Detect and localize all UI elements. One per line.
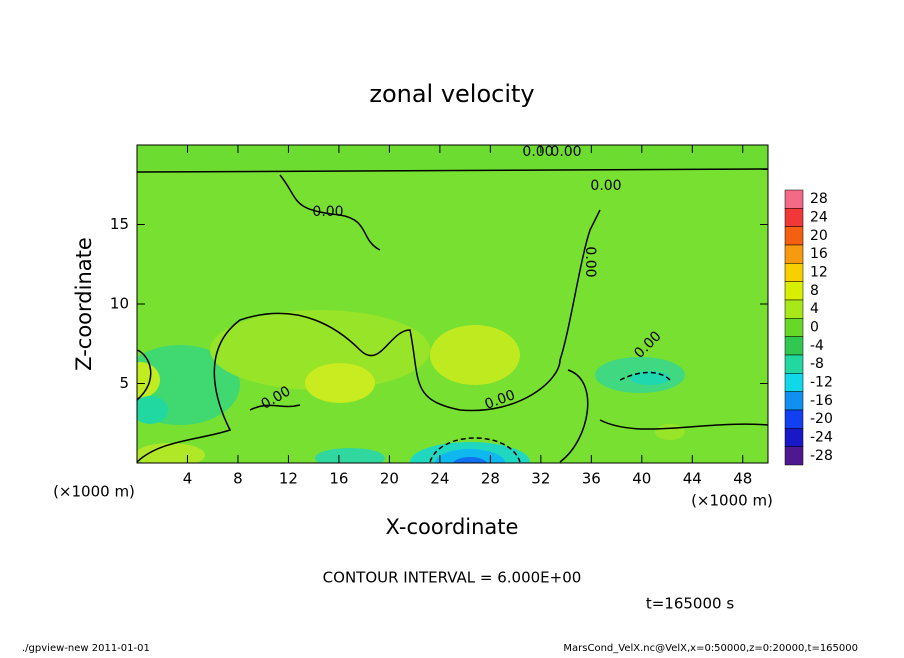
colorbar-swatch [784, 446, 804, 466]
x-unit: (×1000 m) [53, 483, 135, 501]
colorbar-label: -4 [810, 338, 824, 354]
contour-label: 0.00 [522, 144, 553, 160]
contour-label: 0.00 [550, 144, 581, 160]
y-axis-title: Z-coordinate [72, 237, 96, 371]
contour-interval: CONTOUR INTERVAL = 6.000E+00 [323, 569, 582, 587]
colorbar-label: -28 [810, 448, 833, 464]
x-tick-label: 12 [279, 470, 298, 488]
colorbar-label: 20 [810, 228, 828, 244]
colorbar-swatch [784, 226, 804, 246]
x-tick-label: 40 [632, 470, 651, 488]
x-tick-label: 4 [183, 470, 193, 488]
colorbar-swatch [784, 336, 804, 356]
colorbar-label: 16 [810, 246, 828, 262]
footer-left: ./gpview-new 2011-01-01 [22, 643, 150, 654]
x-tick-label: 20 [380, 470, 399, 488]
colorbar-label: -24 [810, 430, 833, 446]
colorbar-swatch [784, 391, 804, 411]
x-tick-label: 36 [582, 470, 601, 488]
colorbar-label: 0 [810, 320, 819, 336]
colorbar-label: 24 [810, 210, 828, 226]
x-unit: (×1000 m) [691, 492, 773, 510]
x-tick-label: 16 [329, 470, 348, 488]
colorbar-swatch [784, 409, 804, 429]
x-tick-label: 24 [430, 470, 449, 488]
colorbar-label: 8 [810, 283, 819, 299]
colorbar-swatch [784, 354, 804, 374]
colorbar-label: -20 [810, 411, 833, 427]
x-tick-label: 48 [733, 470, 752, 488]
x-axis-title: X-coordinate [386, 515, 519, 539]
y-tick-label: 5 [119, 374, 129, 392]
colorbar-swatch [784, 281, 804, 301]
contour-label: 0.00 [312, 204, 343, 220]
x-tick-label: 32 [531, 470, 550, 488]
colorbar-swatch [784, 208, 804, 227]
colorbar-label: -16 [810, 393, 833, 409]
colorbar-label: -12 [810, 375, 833, 391]
footer-right: MarsCond_VelX.nc@VelX,x=0:50000,z=0:2000… [563, 643, 858, 654]
contour-label: 0.00 [582, 246, 598, 277]
field [137, 145, 768, 463]
x-tick-label: 44 [683, 470, 702, 488]
colorbar-swatch [784, 373, 804, 392]
colorbar-swatch [784, 189, 804, 209]
time-label: t=165000 s [646, 595, 734, 613]
colorbar-swatch [784, 428, 804, 447]
colorbar-swatch [784, 299, 804, 319]
chart-title: zonal velocity [369, 80, 534, 108]
y-tick-label: 10 [110, 295, 129, 313]
colorbar-label: 28 [810, 191, 828, 207]
x-tick-label: 8 [233, 470, 243, 488]
colorbar-swatch [784, 244, 804, 264]
colorbar-swatch [784, 263, 804, 282]
y-tick-label: 15 [110, 215, 129, 233]
colorbar-label: 4 [810, 301, 819, 317]
contour-label: 0.00 [590, 178, 621, 194]
x-tick-label: 28 [481, 470, 500, 488]
colorbar-label: -8 [810, 356, 824, 372]
colorbar-swatch [784, 318, 804, 337]
colorbar-label: 12 [810, 265, 828, 281]
